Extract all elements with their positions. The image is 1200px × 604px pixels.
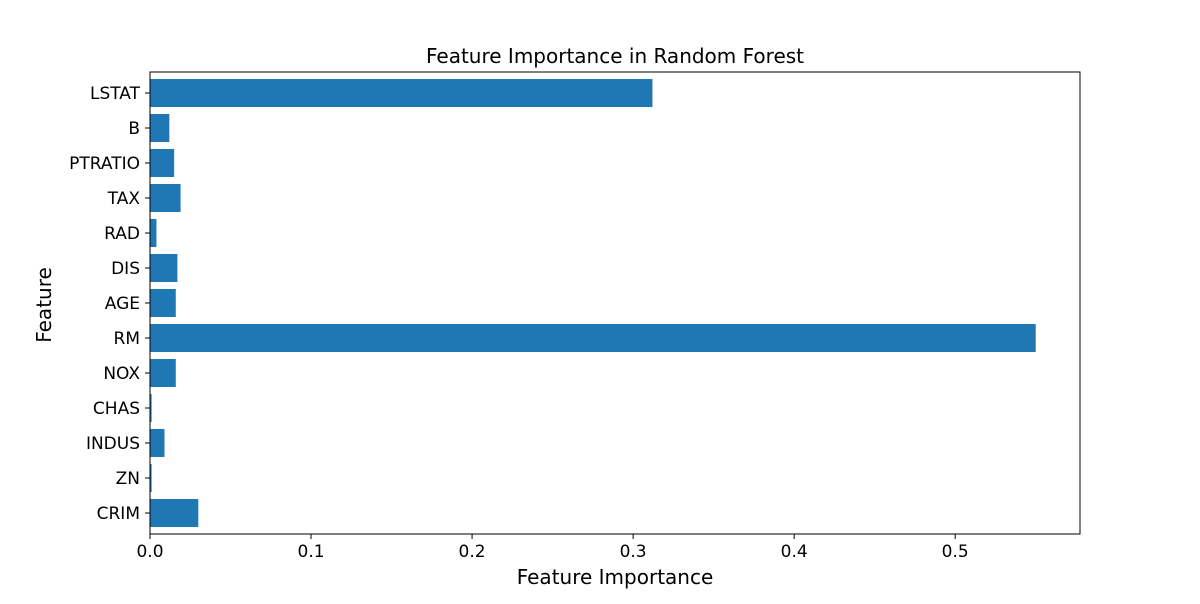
bar-crim (150, 499, 199, 527)
plot-frame (149, 71, 1081, 535)
bar-dis (150, 254, 178, 282)
y-axis-label: Feature (32, 267, 56, 343)
y-tick-label-indus: INDUS (86, 434, 140, 454)
y-tick-label-lstat: LSTAT (90, 84, 141, 104)
bar-tax (150, 184, 181, 212)
bar-b (150, 114, 170, 142)
bar-lstat (150, 79, 653, 107)
y-tick-label-ptratio: PTRATIO (69, 154, 140, 174)
y-axis: CRIM ZN INDUS CHAS NOX RM AGE DIS RAD TAX PTRATIO B… (69, 84, 150, 524)
bar-chas (150, 394, 152, 422)
x-tick-label-4: 0.4 (781, 542, 808, 562)
bar-rad (150, 219, 157, 247)
x-tick-label-3: 0.3 (620, 542, 647, 562)
y-tick-label-rad: RAD (104, 224, 140, 244)
x-axis: 0.0 0.1 0.2 0.3 0.4 0.5 (136, 534, 969, 562)
x-tick-label-2: 0.2 (459, 542, 486, 562)
y-tick-label-b: B (128, 119, 140, 139)
y-tick-label-nox: NOX (103, 364, 140, 384)
bar-age (150, 289, 176, 317)
bar-nox (150, 359, 176, 387)
y-tick-label-zn: ZN (116, 469, 140, 489)
y-tick-label-age: AGE (105, 294, 140, 314)
y-tick-label-crim: CRIM (97, 504, 140, 524)
x-tick-label-1: 0.1 (298, 542, 325, 562)
bar-ptratio (150, 149, 175, 177)
y-tick-label-chas: CHAS (93, 399, 140, 419)
x-tick-label-5: 0.5 (942, 542, 969, 562)
chart-title: Feature Importance in Random Forest (426, 44, 804, 68)
bar-zn (150, 464, 152, 492)
y-tick-label-tax: TAX (107, 189, 141, 209)
x-axis-label: Feature Importance (517, 565, 714, 589)
bar-rm (150, 324, 1036, 352)
y-tick-label-dis: DIS (111, 259, 140, 279)
bars-layer (150, 79, 1036, 527)
x-tick-label-0: 0.0 (136, 542, 163, 562)
y-tick-label-rm: RM (114, 329, 140, 349)
bar-indus (150, 429, 165, 457)
